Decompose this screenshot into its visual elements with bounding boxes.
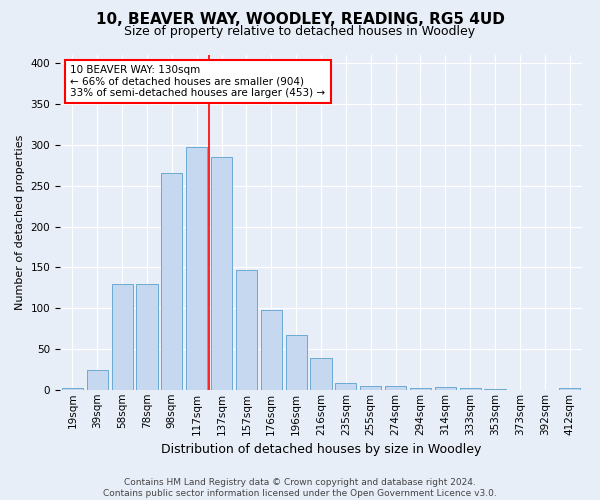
Text: Size of property relative to detached houses in Woodley: Size of property relative to detached ho… — [124, 25, 476, 38]
Bar — [435, 386, 456, 390]
Bar — [112, 284, 133, 390]
Bar — [310, 358, 332, 390]
Bar — [236, 270, 257, 390]
Bar — [335, 384, 356, 390]
Bar — [286, 336, 307, 390]
Text: 10 BEAVER WAY: 130sqm
← 66% of detached houses are smaller (904)
33% of semi-det: 10 BEAVER WAY: 130sqm ← 66% of detached … — [70, 65, 326, 98]
Bar — [559, 388, 580, 390]
Y-axis label: Number of detached properties: Number of detached properties — [15, 135, 25, 310]
Bar — [87, 370, 108, 390]
Bar — [410, 388, 431, 390]
Bar — [136, 284, 158, 390]
Bar — [62, 388, 83, 390]
Text: 10, BEAVER WAY, WOODLEY, READING, RG5 4UD: 10, BEAVER WAY, WOODLEY, READING, RG5 4U… — [95, 12, 505, 28]
Bar — [186, 146, 207, 390]
Bar — [211, 157, 232, 390]
Bar — [261, 310, 282, 390]
X-axis label: Distribution of detached houses by size in Woodley: Distribution of detached houses by size … — [161, 443, 481, 456]
Bar — [385, 386, 406, 390]
Bar — [360, 386, 381, 390]
Bar — [161, 174, 182, 390]
Text: Contains HM Land Registry data © Crown copyright and database right 2024.
Contai: Contains HM Land Registry data © Crown c… — [103, 478, 497, 498]
Bar — [484, 389, 506, 390]
Bar — [460, 388, 481, 390]
